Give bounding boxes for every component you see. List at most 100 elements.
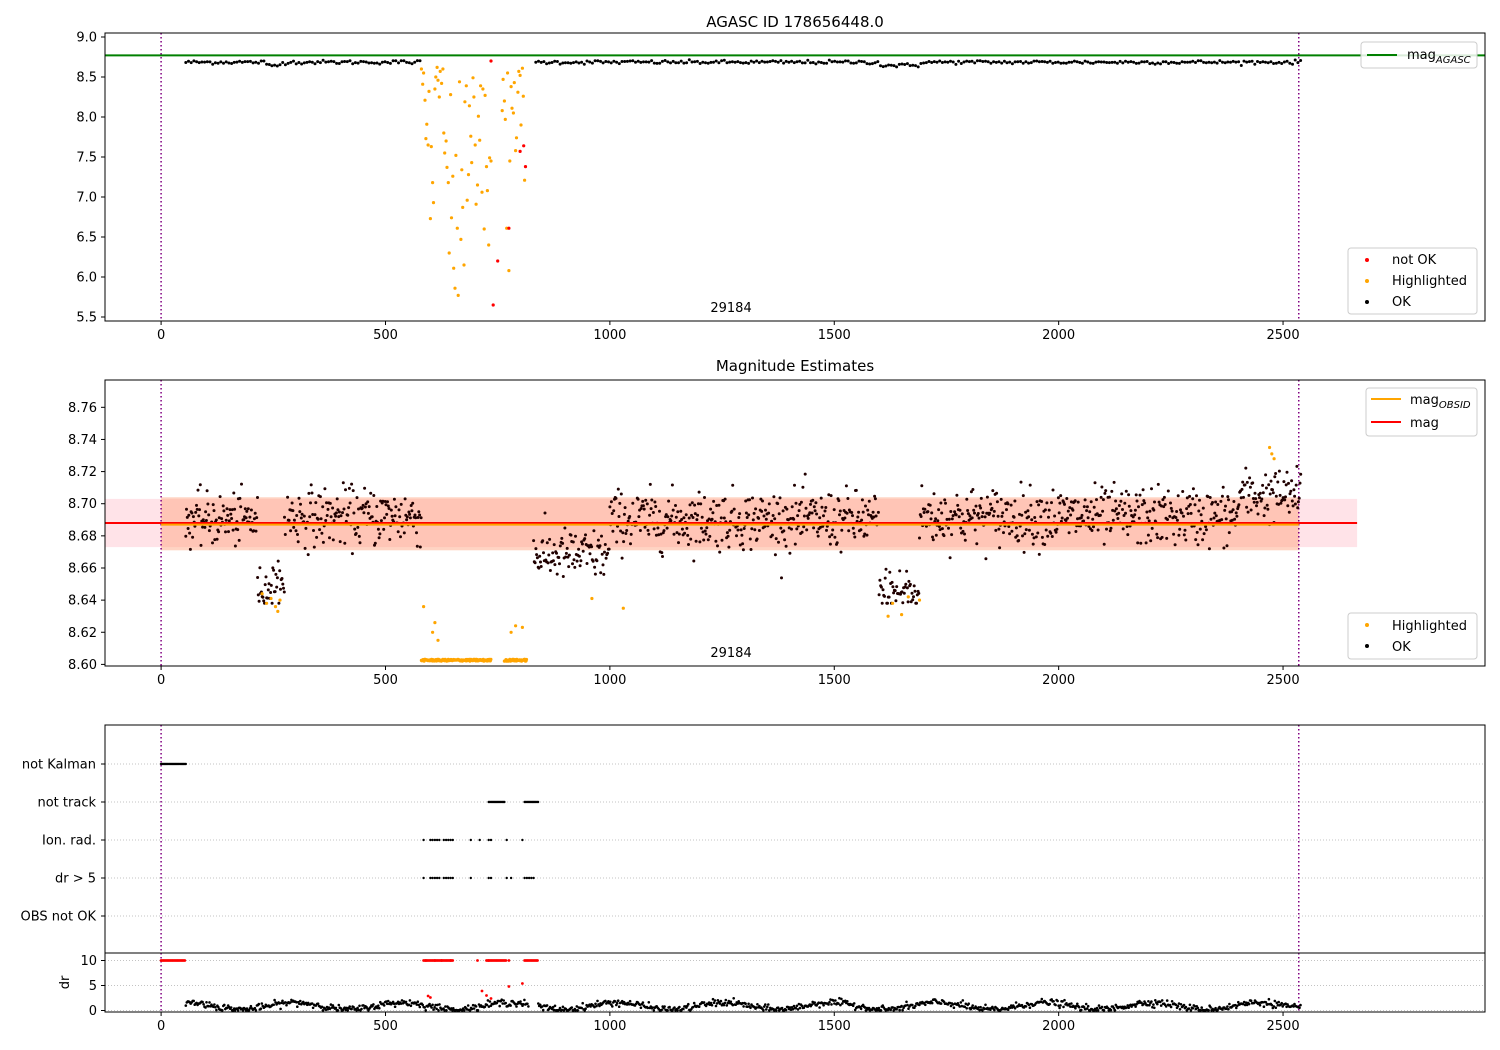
ok-point xyxy=(1092,505,1096,509)
flag-point xyxy=(536,800,540,804)
ok-point xyxy=(822,61,826,65)
dr-point xyxy=(409,1004,413,1008)
ok-point xyxy=(1001,511,1005,515)
ok-point xyxy=(700,515,704,519)
ok-point xyxy=(739,528,743,532)
ok-point xyxy=(995,491,999,495)
ok-point xyxy=(840,528,844,532)
ok-point xyxy=(271,566,275,570)
ok-point xyxy=(227,530,230,534)
dr-point xyxy=(487,1005,491,1008)
dr-point xyxy=(907,1007,910,1010)
ok-point xyxy=(1066,509,1070,513)
dr-point xyxy=(638,1003,642,1006)
ok-point xyxy=(232,491,236,495)
dr-point xyxy=(1164,1005,1168,1008)
ok-point xyxy=(590,61,594,65)
ok-point xyxy=(1114,507,1118,511)
ok-point xyxy=(261,595,265,599)
ok-point xyxy=(252,529,256,533)
dr-point xyxy=(1095,1006,1099,1010)
ok-point xyxy=(997,60,1001,64)
ok-point xyxy=(839,550,843,554)
ok-point xyxy=(1070,60,1074,64)
ok-point xyxy=(803,61,807,65)
ok-point xyxy=(228,508,232,512)
ok-point xyxy=(1294,483,1298,487)
ok-point xyxy=(1286,504,1290,508)
highlighted-point xyxy=(480,190,484,194)
ok-point xyxy=(364,60,368,64)
ok-point xyxy=(592,529,596,533)
dr-point xyxy=(1056,999,1059,1003)
ok-point xyxy=(1030,532,1034,536)
ok-point xyxy=(832,508,836,512)
ok-point xyxy=(1170,509,1174,513)
dr-point xyxy=(1187,1007,1191,1010)
ok-point xyxy=(887,595,891,599)
dr-point xyxy=(763,1005,766,1008)
dr-point xyxy=(1261,1001,1265,1004)
dr-point xyxy=(558,1006,562,1010)
ok-point xyxy=(1194,538,1198,542)
ok-point xyxy=(648,482,652,486)
dr-point xyxy=(451,1009,454,1012)
ok-point xyxy=(302,514,306,518)
dr-point xyxy=(472,1007,476,1010)
ok-point xyxy=(1112,480,1116,484)
ok-point xyxy=(362,511,366,515)
dr-point xyxy=(712,1001,716,1004)
ok-point xyxy=(1271,488,1274,492)
y-tick-label: 8.0 xyxy=(76,111,97,126)
flag-point xyxy=(447,838,450,842)
y-tick-label: 8.62 xyxy=(68,626,97,641)
highlighted-point xyxy=(469,134,473,138)
ok-point xyxy=(939,501,943,505)
dr-point xyxy=(1154,999,1157,1002)
ok-point xyxy=(1000,61,1004,65)
flag-point xyxy=(469,876,472,880)
ok-point xyxy=(670,483,674,487)
ok-point xyxy=(294,529,298,533)
dr-point xyxy=(1059,1004,1062,1007)
ok-point xyxy=(1191,487,1195,491)
dr-point xyxy=(736,1002,739,1005)
y-tick-label: 8.64 xyxy=(68,594,97,609)
x-tick-label: 2000 xyxy=(1042,1019,1075,1034)
dr-point xyxy=(352,1005,355,1009)
ok-point xyxy=(1138,493,1142,497)
ok-point xyxy=(1123,501,1127,505)
dr-point xyxy=(1076,1002,1079,1006)
ok-point xyxy=(1010,62,1014,66)
y-tick-label: 9.0 xyxy=(76,31,97,46)
dr-point xyxy=(192,999,195,1003)
dr-point xyxy=(897,1005,900,1009)
ok-point xyxy=(306,553,310,557)
ok-point xyxy=(931,535,934,539)
dr-point xyxy=(660,1008,663,1012)
ok-point xyxy=(324,60,328,64)
ok-point xyxy=(972,508,976,512)
ok-point xyxy=(1059,494,1063,498)
dr-point xyxy=(329,1003,333,1006)
dr-point xyxy=(639,1006,643,1009)
ok-point xyxy=(653,500,657,504)
ok-point xyxy=(282,586,285,590)
ok-point xyxy=(878,578,882,582)
dr-point xyxy=(434,1003,437,1007)
ok-point xyxy=(402,531,406,535)
dr-point xyxy=(423,1006,427,1009)
dr-point xyxy=(1266,1002,1270,1006)
ok-point xyxy=(946,60,950,64)
x-tick-label: 500 xyxy=(373,1019,398,1034)
ok-point xyxy=(800,61,804,65)
ok-point xyxy=(1232,500,1236,503)
ok-point xyxy=(402,59,406,63)
ok-point xyxy=(911,63,915,67)
dr-clipped-marker xyxy=(183,959,187,962)
not-ok-point xyxy=(489,59,493,63)
ok-point xyxy=(1000,514,1004,518)
highlighted-point xyxy=(455,226,459,230)
ok-point xyxy=(1086,516,1090,520)
